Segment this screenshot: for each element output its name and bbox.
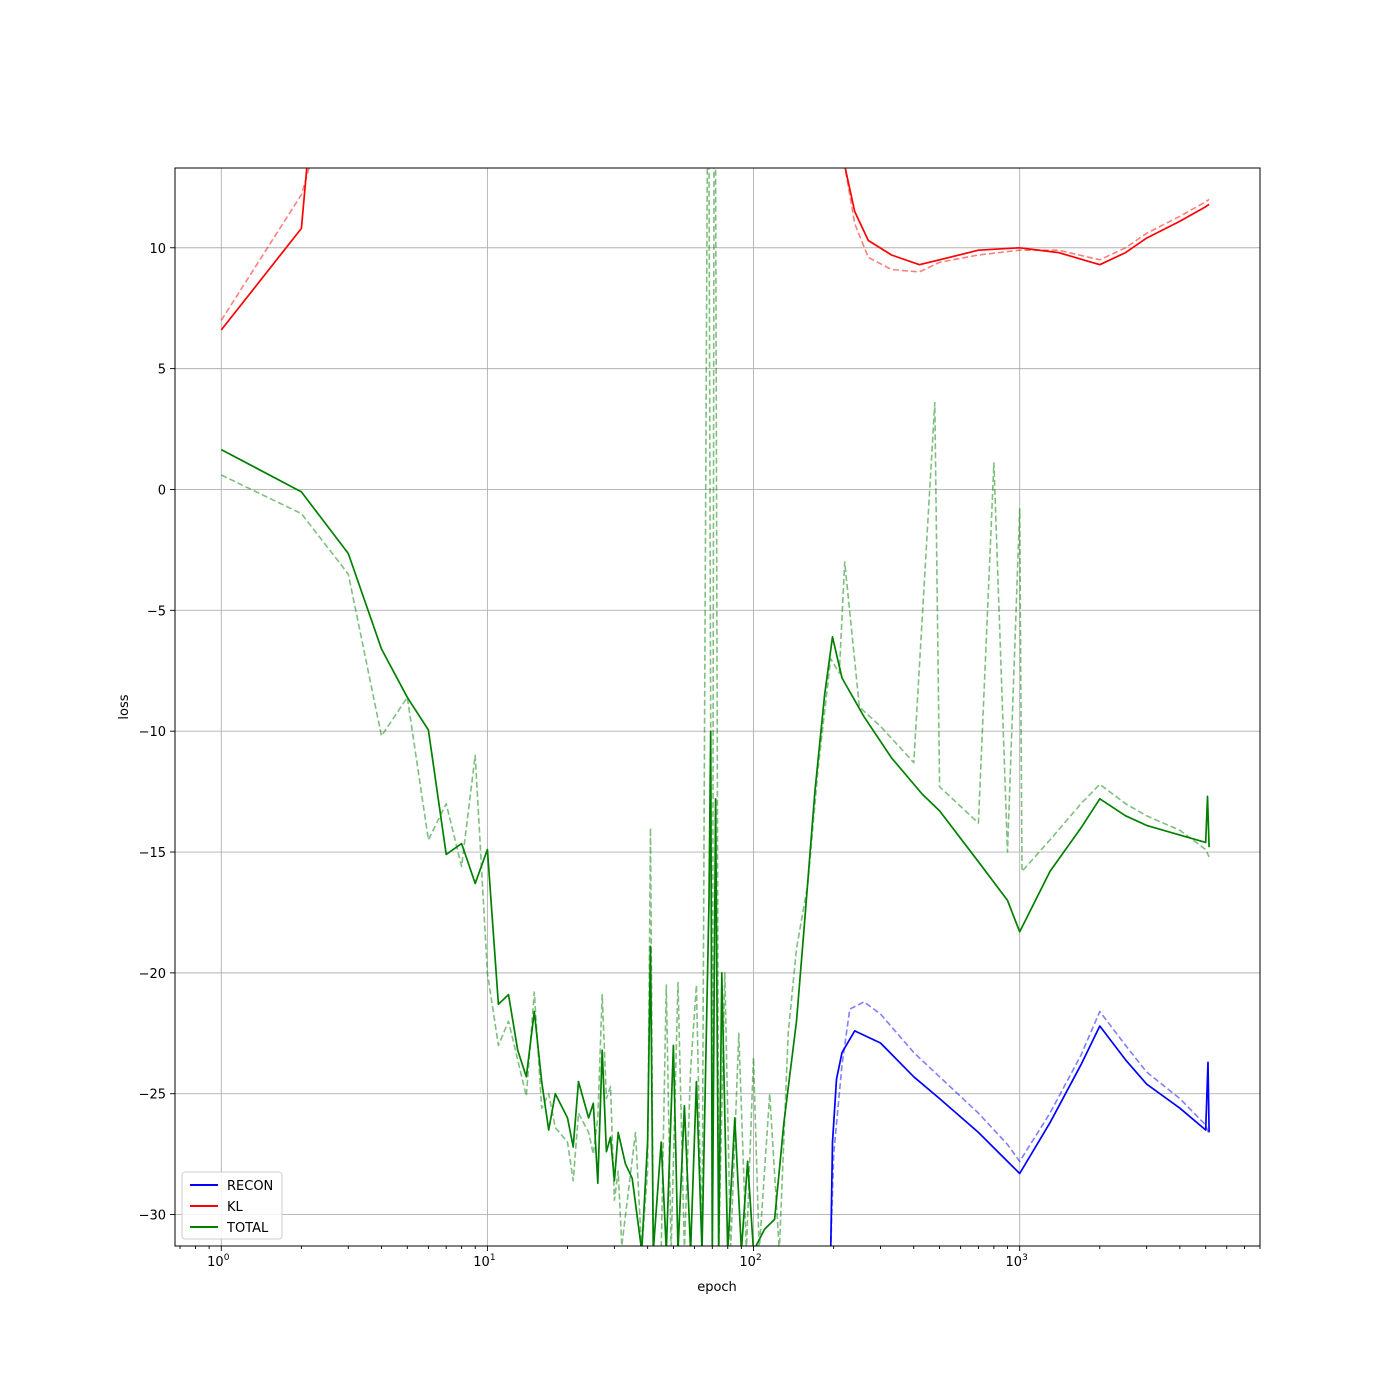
y-tick-label: −25: [139, 1088, 166, 1103]
axis-ticks: 100 101 102 103 10 5 0 −5 −10 −15 −20 −25 −30: [139, 242, 1261, 1270]
x-tick-label: 103: [1006, 1253, 1028, 1270]
total-train-line: [220, 448, 1210, 1246]
legend-box: [181, 1171, 283, 1240]
y-tick-label: −5: [147, 604, 166, 619]
x-tick-label: 101: [473, 1253, 495, 1270]
total-val-line: [220, 168, 1210, 1246]
legend-label-kl: KL: [227, 1200, 244, 1215]
y-tick-label: −10: [139, 725, 166, 740]
legend-label-total: TOTAL: [226, 1221, 269, 1236]
kl-val-line: [220, 168, 1210, 321]
y-tick-label: −30: [139, 1209, 166, 1224]
x-axis-label: epoch: [697, 1280, 737, 1295]
y-tick-label: 10: [149, 242, 166, 257]
y-tick-label: 5: [158, 363, 166, 378]
y-axis-label: loss: [117, 694, 132, 719]
x-tick-label: 102: [739, 1253, 761, 1270]
legend: RECON KL TOTAL: [181, 1171, 283, 1240]
series-lines: [220, 168, 1210, 1246]
y-tick-label: 0: [158, 483, 166, 498]
x-tick-label: 100: [207, 1253, 230, 1270]
y-tick-label: −20: [139, 967, 166, 982]
plot-frame: [174, 167, 1261, 1247]
y-tick-label: −15: [139, 846, 166, 861]
recon-train-line: [829, 1025, 1210, 1246]
legend-label-recon: RECON: [227, 1179, 273, 1194]
recon-val-line: [830, 1001, 1210, 1246]
kl-train-line: [220, 168, 1210, 331]
